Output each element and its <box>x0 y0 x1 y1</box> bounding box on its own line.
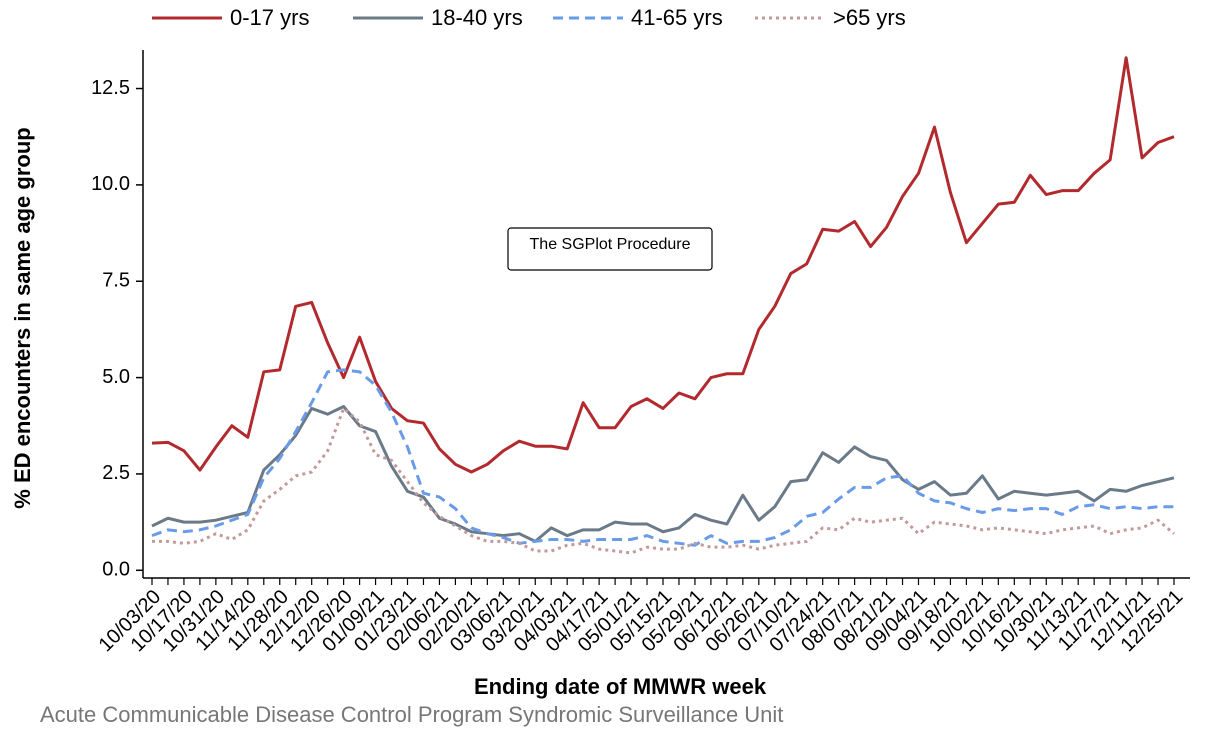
series-line <box>151 368 1174 547</box>
y-tick-label: 12.5 <box>91 77 130 99</box>
legend-label: 41-65 yrs <box>631 5 723 30</box>
series-line <box>151 404 1175 543</box>
annotation-box <box>507 227 713 271</box>
y-tick-label: 10.0 <box>91 173 130 195</box>
legend-label: 0-17 yrs <box>230 5 309 30</box>
legend-label: 18-40 yrs <box>431 5 523 30</box>
y-tick-label: 0.0 <box>102 559 130 581</box>
legend-label: >65 yrs <box>833 5 906 30</box>
series-line <box>152 406 1175 555</box>
y-tick-label: 2.5 <box>102 462 130 484</box>
source-note: Acute Communicable Disease Control Progr… <box>40 702 783 727</box>
annotation: The SGPlot Procedure <box>530 236 691 253</box>
series-line <box>151 56 1175 474</box>
x-axis-title: Ending date of MMWR week <box>474 674 767 699</box>
y-tick-label: 5.0 <box>102 366 130 388</box>
y-tick-label: 7.5 <box>102 270 130 292</box>
y-axis-title: % ED encounters in same age group <box>10 127 35 508</box>
